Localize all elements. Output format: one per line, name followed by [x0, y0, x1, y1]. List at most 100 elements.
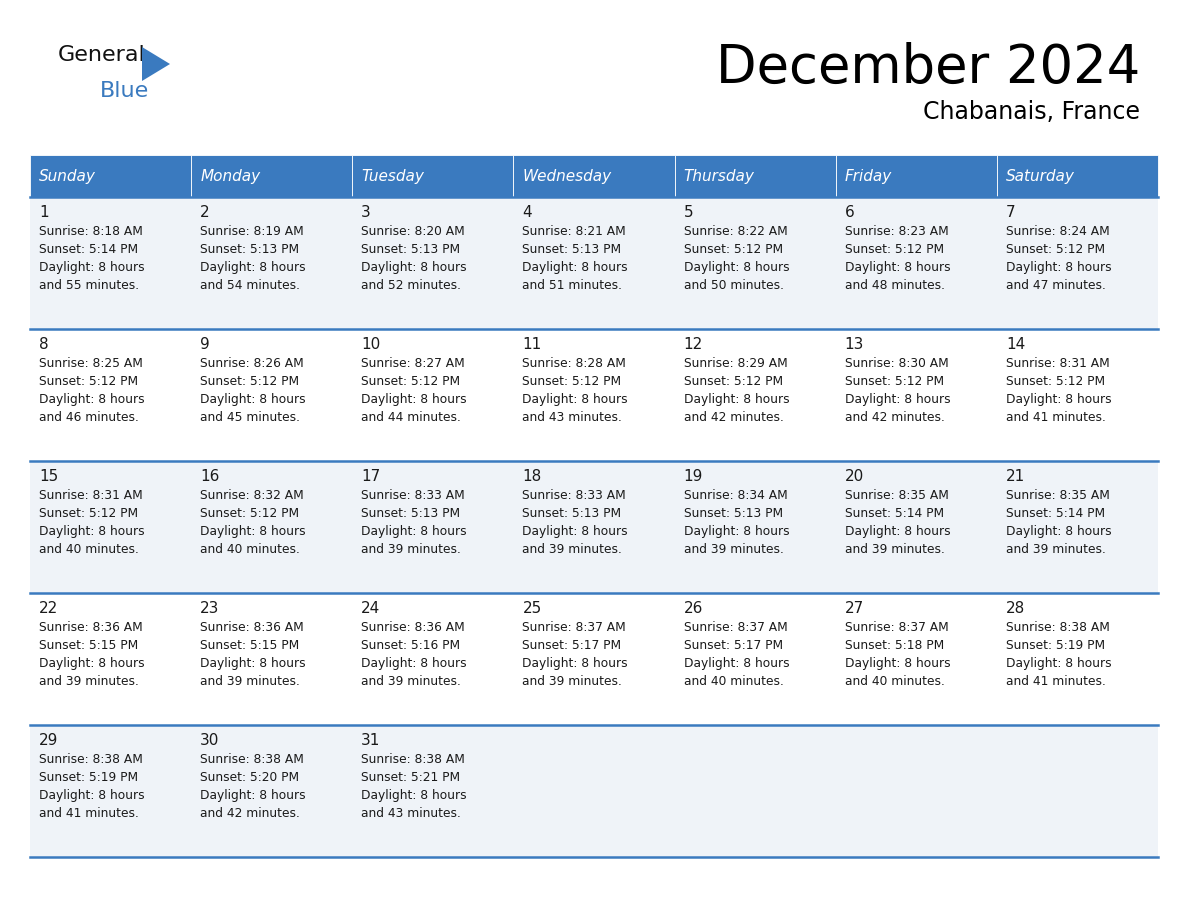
Text: General: General — [58, 45, 146, 65]
Text: Daylight: 8 hours: Daylight: 8 hours — [845, 261, 950, 274]
Text: 2: 2 — [200, 205, 210, 220]
Text: 19: 19 — [683, 469, 703, 484]
Text: Sunrise: 8:35 AM: Sunrise: 8:35 AM — [845, 489, 948, 502]
Text: Daylight: 8 hours: Daylight: 8 hours — [361, 789, 467, 802]
Text: Daylight: 8 hours: Daylight: 8 hours — [1006, 261, 1112, 274]
Text: 4: 4 — [523, 205, 532, 220]
Text: Chabanais, France: Chabanais, France — [923, 100, 1140, 124]
Text: December 2024: December 2024 — [715, 42, 1140, 94]
Text: Sunrise: 8:30 AM: Sunrise: 8:30 AM — [845, 357, 948, 370]
Text: Sunrise: 8:38 AM: Sunrise: 8:38 AM — [200, 753, 304, 766]
Text: Sunrise: 8:38 AM: Sunrise: 8:38 AM — [39, 753, 143, 766]
Text: Sunset: 5:13 PM: Sunset: 5:13 PM — [361, 243, 461, 256]
Text: and 54 minutes.: and 54 minutes. — [200, 279, 301, 292]
Text: Sunset: 5:12 PM: Sunset: 5:12 PM — [200, 375, 299, 388]
Text: 15: 15 — [39, 469, 58, 484]
Text: Sunrise: 8:34 AM: Sunrise: 8:34 AM — [683, 489, 788, 502]
Text: 25: 25 — [523, 601, 542, 616]
Text: Sunset: 5:21 PM: Sunset: 5:21 PM — [361, 771, 461, 784]
Text: Sunset: 5:13 PM: Sunset: 5:13 PM — [523, 243, 621, 256]
Text: Sunrise: 8:38 AM: Sunrise: 8:38 AM — [361, 753, 466, 766]
Text: Tuesday: Tuesday — [361, 169, 424, 184]
Text: 5: 5 — [683, 205, 693, 220]
Text: Sunrise: 8:21 AM: Sunrise: 8:21 AM — [523, 225, 626, 238]
Text: Sunrise: 8:26 AM: Sunrise: 8:26 AM — [200, 357, 304, 370]
Text: Friday: Friday — [845, 169, 892, 184]
Text: 9: 9 — [200, 337, 210, 352]
Text: Sunrise: 8:33 AM: Sunrise: 8:33 AM — [523, 489, 626, 502]
Text: 12: 12 — [683, 337, 703, 352]
Text: 13: 13 — [845, 337, 864, 352]
Text: Sunset: 5:12 PM: Sunset: 5:12 PM — [845, 243, 943, 256]
Polygon shape — [143, 47, 170, 81]
Bar — [835, 155, 997, 197]
Text: Sunset: 5:19 PM: Sunset: 5:19 PM — [39, 771, 138, 784]
Text: and 40 minutes.: and 40 minutes. — [200, 543, 301, 556]
Text: 21: 21 — [1006, 469, 1025, 484]
Text: and 40 minutes.: and 40 minutes. — [39, 543, 139, 556]
Text: Saturday: Saturday — [1006, 169, 1075, 184]
Text: Sunrise: 8:36 AM: Sunrise: 8:36 AM — [200, 621, 304, 634]
Text: Daylight: 8 hours: Daylight: 8 hours — [200, 261, 305, 274]
Text: and 41 minutes.: and 41 minutes. — [1006, 411, 1106, 424]
Text: Sunset: 5:12 PM: Sunset: 5:12 PM — [683, 243, 783, 256]
Text: 8: 8 — [39, 337, 49, 352]
Text: 23: 23 — [200, 601, 220, 616]
Bar — [513, 155, 675, 197]
Text: and 45 minutes.: and 45 minutes. — [200, 411, 301, 424]
Text: Sunset: 5:13 PM: Sunset: 5:13 PM — [361, 507, 461, 520]
Text: Daylight: 8 hours: Daylight: 8 hours — [200, 789, 305, 802]
Text: and 41 minutes.: and 41 minutes. — [39, 807, 139, 820]
Text: 27: 27 — [845, 601, 864, 616]
Bar — [191, 155, 353, 197]
Text: Sunrise: 8:18 AM: Sunrise: 8:18 AM — [39, 225, 143, 238]
Text: Sunrise: 8:24 AM: Sunrise: 8:24 AM — [1006, 225, 1110, 238]
Text: and 42 minutes.: and 42 minutes. — [845, 411, 944, 424]
Text: Daylight: 8 hours: Daylight: 8 hours — [523, 261, 628, 274]
Text: Daylight: 8 hours: Daylight: 8 hours — [39, 657, 145, 670]
Text: Sunrise: 8:20 AM: Sunrise: 8:20 AM — [361, 225, 465, 238]
Text: Sunrise: 8:27 AM: Sunrise: 8:27 AM — [361, 357, 465, 370]
Text: Daylight: 8 hours: Daylight: 8 hours — [845, 657, 950, 670]
Text: Sunrise: 8:25 AM: Sunrise: 8:25 AM — [39, 357, 143, 370]
Text: 10: 10 — [361, 337, 380, 352]
Text: 31: 31 — [361, 733, 380, 748]
Text: Daylight: 8 hours: Daylight: 8 hours — [1006, 657, 1112, 670]
Text: and 39 minutes.: and 39 minutes. — [683, 543, 783, 556]
Text: Sunrise: 8:36 AM: Sunrise: 8:36 AM — [39, 621, 143, 634]
Text: 28: 28 — [1006, 601, 1025, 616]
Text: and 39 minutes.: and 39 minutes. — [1006, 543, 1106, 556]
Bar — [353, 155, 513, 197]
Text: Sunrise: 8:29 AM: Sunrise: 8:29 AM — [683, 357, 788, 370]
Text: and 47 minutes.: and 47 minutes. — [1006, 279, 1106, 292]
Text: Sunset: 5:12 PM: Sunset: 5:12 PM — [39, 375, 138, 388]
Text: and 42 minutes.: and 42 minutes. — [683, 411, 783, 424]
Text: and 44 minutes.: and 44 minutes. — [361, 411, 461, 424]
Text: Sunrise: 8:35 AM: Sunrise: 8:35 AM — [1006, 489, 1110, 502]
Text: and 46 minutes.: and 46 minutes. — [39, 411, 139, 424]
Text: 26: 26 — [683, 601, 703, 616]
Text: 1: 1 — [39, 205, 49, 220]
Text: Sunrise: 8:31 AM: Sunrise: 8:31 AM — [1006, 357, 1110, 370]
Text: and 39 minutes.: and 39 minutes. — [39, 675, 139, 688]
Text: Sunset: 5:17 PM: Sunset: 5:17 PM — [523, 639, 621, 652]
Text: and 39 minutes.: and 39 minutes. — [845, 543, 944, 556]
Text: Daylight: 8 hours: Daylight: 8 hours — [683, 393, 789, 406]
Text: Sunrise: 8:38 AM: Sunrise: 8:38 AM — [1006, 621, 1110, 634]
Text: Monday: Monday — [200, 169, 260, 184]
Text: and 40 minutes.: and 40 minutes. — [683, 675, 783, 688]
Bar — [30, 725, 1158, 857]
Text: Sunset: 5:15 PM: Sunset: 5:15 PM — [39, 639, 138, 652]
Text: Daylight: 8 hours: Daylight: 8 hours — [39, 393, 145, 406]
Text: Sunset: 5:20 PM: Sunset: 5:20 PM — [200, 771, 299, 784]
Text: and 39 minutes.: and 39 minutes. — [200, 675, 301, 688]
Text: and 52 minutes.: and 52 minutes. — [361, 279, 461, 292]
Text: 22: 22 — [39, 601, 58, 616]
Text: and 39 minutes.: and 39 minutes. — [523, 543, 623, 556]
Text: Sunset: 5:14 PM: Sunset: 5:14 PM — [845, 507, 943, 520]
Text: Daylight: 8 hours: Daylight: 8 hours — [39, 789, 145, 802]
Text: 7: 7 — [1006, 205, 1016, 220]
Text: Sunrise: 8:23 AM: Sunrise: 8:23 AM — [845, 225, 948, 238]
Text: Sunday: Sunday — [39, 169, 96, 184]
Text: Sunrise: 8:32 AM: Sunrise: 8:32 AM — [200, 489, 304, 502]
